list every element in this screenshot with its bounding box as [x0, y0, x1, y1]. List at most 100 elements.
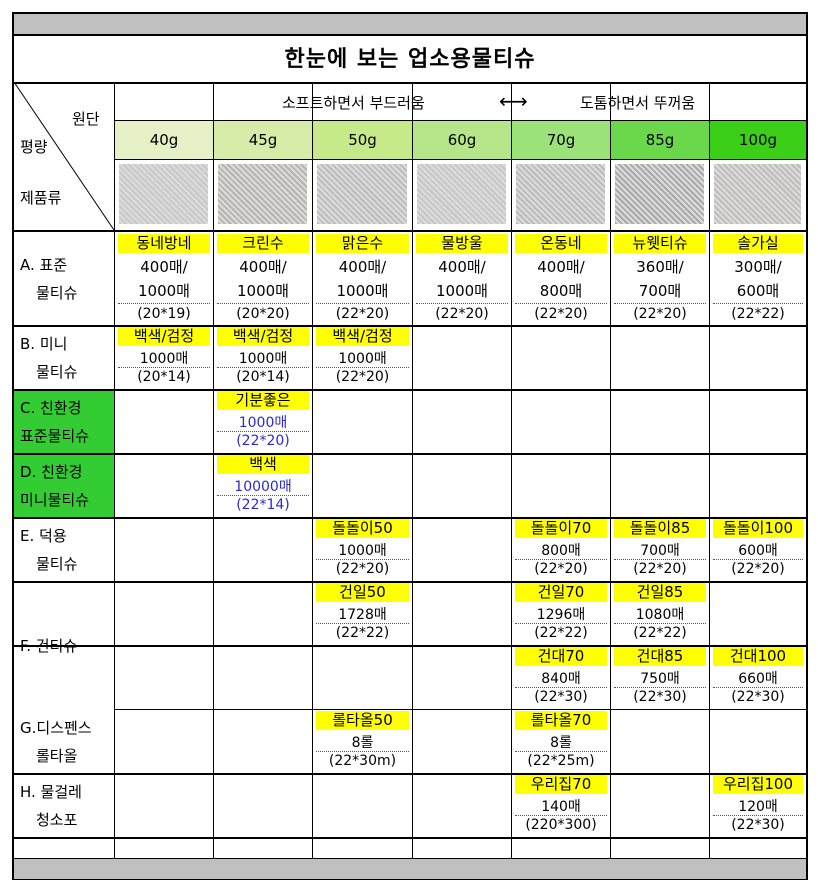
product-name-badge: 백색/검정: [118, 327, 210, 346]
fabric-swatch-image: [516, 164, 605, 224]
dotted-separator: [515, 303, 607, 304]
corner-weight-label: 평량: [20, 138, 48, 156]
category-label-line2: 롤타올: [36, 747, 78, 765]
category-label-line2: 물티슈: [36, 283, 78, 302]
product-name-badge: 건대70: [515, 647, 607, 666]
quantity-text: 360매/: [636, 258, 684, 276]
size-text: (22*22): [534, 625, 588, 641]
size-text: (22*30): [633, 689, 687, 705]
column-divider-line: [312, 82, 313, 858]
size-text: (22*25m): [527, 753, 595, 769]
quantity-text: 1000매: [237, 282, 289, 300]
fabric-swatch-image: [714, 164, 801, 224]
quantity-text: 1728매: [338, 607, 387, 623]
quantity-text: 600매: [736, 282, 780, 300]
size-text: (22*20): [236, 433, 290, 449]
fabric-swatch-image: [417, 164, 506, 224]
product-name-badge: 건일85: [614, 583, 706, 602]
dotted-separator: [713, 815, 803, 816]
column-divider-line: [412, 82, 413, 858]
size-text: (22*20): [534, 306, 588, 322]
row-divider-line: [14, 581, 806, 583]
category-label-line2: 물티슈: [36, 363, 78, 381]
category-label-line1: C. 친환경: [20, 399, 82, 417]
category-label-line1: G.디스펜스: [20, 719, 92, 737]
product-name-badge: 건대85: [614, 647, 706, 666]
column-divider-line: [511, 82, 512, 858]
quantity-text: 1000매: [336, 282, 389, 300]
dotted-separator: [614, 559, 706, 560]
dotted-separator: [316, 367, 409, 368]
product-name-badge: 롤타올50: [316, 711, 409, 730]
size-text: (22*30): [731, 689, 785, 705]
size-text: (22*22): [633, 625, 687, 641]
fabric-swatch-image: [615, 164, 704, 224]
size-text: (22*22): [731, 306, 785, 322]
size-text: (20*19): [137, 306, 191, 322]
quantity-text: 400매/: [438, 258, 486, 276]
row-divider-line: [14, 517, 806, 519]
product-comparison-sheet: 한눈에 보는 업소용물티슈 소프트하면서 부드러움 ⟷ 도톰하면서 뚜꺼움 원단…: [12, 12, 808, 880]
column-divider-line: [610, 82, 611, 858]
category-label-line2: 표준물티슈: [20, 427, 90, 445]
quantity-text: 1000매: [238, 351, 288, 367]
category-cell: B. 미니 물티슈: [14, 327, 114, 389]
category-cell: E. 덕용 물티슈: [14, 519, 114, 581]
row-divider-line: [14, 453, 806, 455]
quantity-text: 800매: [541, 543, 581, 559]
weight-cell: 85g: [611, 121, 709, 159]
dotted-separator: [515, 623, 607, 624]
product-name-badge: 우리집70: [515, 775, 607, 794]
column-divider-line: [709, 120, 710, 230]
size-text: (20*14): [236, 369, 290, 385]
dotted-separator: [217, 431, 309, 432]
size-text: (22*20): [335, 306, 390, 322]
quantity-text: 700매: [640, 543, 680, 559]
category-label-line2: 물티슈: [36, 555, 78, 573]
dotted-separator: [713, 559, 803, 560]
quantity-text: 660매: [738, 671, 778, 687]
product-name-badge: 우리집100: [713, 775, 803, 794]
size-text: (22*14): [236, 497, 290, 513]
product-name-badge: 백색: [217, 455, 309, 474]
page-title: 한눈에 보는 업소용물티슈: [14, 36, 806, 84]
size-text: (22*20): [731, 561, 785, 577]
quantity-text: 1000매: [238, 415, 288, 431]
quantity-text: 840매: [541, 671, 581, 687]
size-text: (22*20): [633, 561, 687, 577]
product-name-badge: 돌돌이85: [614, 519, 706, 538]
size-text: (22*20): [335, 561, 390, 577]
quantity-text: 1000매: [138, 282, 190, 300]
product-name-badge: 크린수: [217, 234, 309, 253]
category-cell: D. 친환경 미니물티슈: [14, 455, 114, 517]
quantity-text: 120매: [738, 799, 778, 815]
soft-label: 소프트하면서 부드러움: [282, 94, 425, 112]
quantity-text: 1000매: [338, 543, 387, 559]
header-divider-line: [114, 120, 806, 121]
category-label-line1: H. 물걸레: [20, 783, 82, 801]
fabric-swatch-image: [218, 164, 307, 224]
weight-cell: 45g: [214, 121, 312, 159]
dotted-separator: [316, 303, 409, 304]
row-divider-line: [14, 837, 806, 839]
dotted-separator: [316, 623, 409, 624]
product-name-badge: 물방울: [416, 234, 508, 253]
size-text: (20*14): [137, 369, 191, 385]
product-name-badge: 솔가실: [713, 234, 803, 253]
quantity-text: 1000매: [338, 351, 387, 367]
dotted-separator: [515, 751, 607, 752]
product-name-badge: 뉴웻티슈: [614, 234, 706, 253]
product-name-badge: 롤타올70: [515, 711, 607, 730]
size-text: (22*30m): [328, 753, 397, 769]
quantity-text: 10000매: [234, 479, 292, 495]
product-name-badge: 돌돌이70: [515, 519, 607, 538]
category-label-line2: 미니물티슈: [20, 491, 90, 509]
quantity-text: 700매: [638, 282, 682, 300]
product-name-badge: 돌돌이100: [713, 519, 803, 538]
product-name-badge: 백색/검정: [217, 327, 309, 346]
corner-diagonal: [14, 82, 114, 230]
dotted-separator: [316, 559, 409, 560]
quantity-text: 600매: [738, 543, 778, 559]
size-text: (22*20): [633, 306, 687, 322]
